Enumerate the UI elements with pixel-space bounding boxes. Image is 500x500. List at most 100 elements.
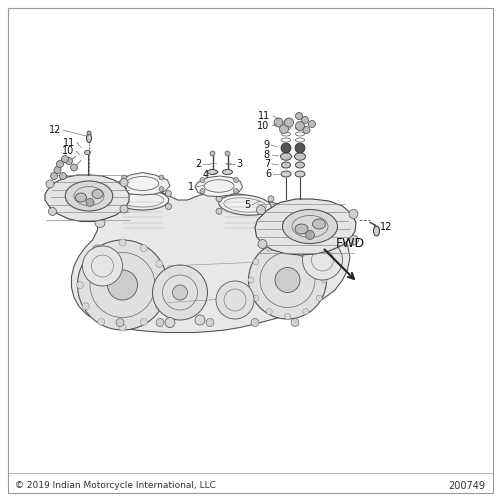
Ellipse shape xyxy=(86,134,92,142)
Text: 1: 1 xyxy=(188,182,194,192)
Circle shape xyxy=(50,172,58,180)
Ellipse shape xyxy=(296,162,304,168)
Ellipse shape xyxy=(281,171,291,177)
Text: 10: 10 xyxy=(257,121,269,131)
Circle shape xyxy=(54,166,61,173)
Circle shape xyxy=(76,282,84,288)
Text: 11: 11 xyxy=(258,111,270,121)
Circle shape xyxy=(281,143,291,153)
Circle shape xyxy=(98,244,105,252)
Circle shape xyxy=(216,196,222,202)
Circle shape xyxy=(274,118,283,127)
Circle shape xyxy=(195,315,205,325)
Circle shape xyxy=(268,208,274,214)
Text: 2: 2 xyxy=(195,159,201,169)
Circle shape xyxy=(296,122,304,130)
Circle shape xyxy=(216,281,254,319)
Polygon shape xyxy=(45,175,129,222)
Text: 6: 6 xyxy=(265,169,271,179)
Circle shape xyxy=(316,259,322,265)
Circle shape xyxy=(140,244,147,252)
Polygon shape xyxy=(195,176,242,197)
Ellipse shape xyxy=(65,181,113,211)
Circle shape xyxy=(284,118,294,127)
Circle shape xyxy=(46,180,54,188)
Circle shape xyxy=(48,208,56,216)
Ellipse shape xyxy=(84,150,90,154)
Circle shape xyxy=(248,277,254,283)
Polygon shape xyxy=(116,172,170,195)
Circle shape xyxy=(172,285,188,300)
Circle shape xyxy=(302,240,343,280)
Circle shape xyxy=(284,240,290,246)
Circle shape xyxy=(225,151,230,156)
Circle shape xyxy=(266,308,272,314)
Ellipse shape xyxy=(76,193,86,202)
Text: 11: 11 xyxy=(63,138,75,147)
Circle shape xyxy=(82,260,89,267)
Circle shape xyxy=(302,116,308,123)
Circle shape xyxy=(251,318,259,326)
Circle shape xyxy=(275,268,300,292)
Circle shape xyxy=(82,303,89,310)
Ellipse shape xyxy=(92,190,103,198)
Circle shape xyxy=(253,295,259,301)
Circle shape xyxy=(328,245,338,255)
Text: 5: 5 xyxy=(244,200,250,210)
Text: 3: 3 xyxy=(236,159,242,169)
Circle shape xyxy=(95,218,105,228)
Circle shape xyxy=(166,190,172,196)
Circle shape xyxy=(234,188,238,194)
Circle shape xyxy=(291,318,299,326)
Circle shape xyxy=(82,246,122,286)
Ellipse shape xyxy=(295,224,308,234)
Text: 7: 7 xyxy=(264,159,270,169)
Circle shape xyxy=(70,164,78,171)
Circle shape xyxy=(280,124,288,134)
Circle shape xyxy=(120,178,128,186)
Circle shape xyxy=(256,206,266,214)
Text: 12: 12 xyxy=(48,125,61,135)
Circle shape xyxy=(140,318,147,326)
Text: 12: 12 xyxy=(380,222,392,232)
Text: 10: 10 xyxy=(62,146,74,156)
Circle shape xyxy=(60,172,66,180)
Circle shape xyxy=(321,277,327,283)
Circle shape xyxy=(56,160,64,168)
Circle shape xyxy=(119,324,126,331)
Circle shape xyxy=(200,188,205,194)
Circle shape xyxy=(66,158,72,164)
Circle shape xyxy=(78,240,168,330)
Circle shape xyxy=(306,230,314,239)
Circle shape xyxy=(152,265,208,320)
Circle shape xyxy=(349,210,358,218)
Circle shape xyxy=(206,318,214,326)
Circle shape xyxy=(87,131,91,135)
Circle shape xyxy=(284,314,290,320)
Text: 9: 9 xyxy=(263,140,269,150)
Circle shape xyxy=(296,112,302,119)
Circle shape xyxy=(162,282,168,288)
Text: © 2019 Indian Motorcycle International, LLC: © 2019 Indian Motorcycle International, … xyxy=(15,482,216,490)
Ellipse shape xyxy=(294,153,306,160)
Text: 8: 8 xyxy=(264,150,270,160)
Ellipse shape xyxy=(280,153,291,160)
Circle shape xyxy=(248,241,326,319)
Ellipse shape xyxy=(222,170,232,174)
Ellipse shape xyxy=(282,162,290,168)
Circle shape xyxy=(98,318,104,326)
Circle shape xyxy=(302,246,308,252)
Circle shape xyxy=(308,120,316,128)
Circle shape xyxy=(302,308,308,314)
Circle shape xyxy=(159,186,164,192)
Circle shape xyxy=(266,246,272,252)
Circle shape xyxy=(350,236,358,244)
Circle shape xyxy=(166,204,172,210)
Text: FWD: FWD xyxy=(336,237,364,250)
Circle shape xyxy=(156,303,163,310)
Circle shape xyxy=(210,151,215,156)
Circle shape xyxy=(316,295,322,301)
Circle shape xyxy=(119,239,126,246)
Ellipse shape xyxy=(282,210,338,244)
Circle shape xyxy=(159,175,164,180)
